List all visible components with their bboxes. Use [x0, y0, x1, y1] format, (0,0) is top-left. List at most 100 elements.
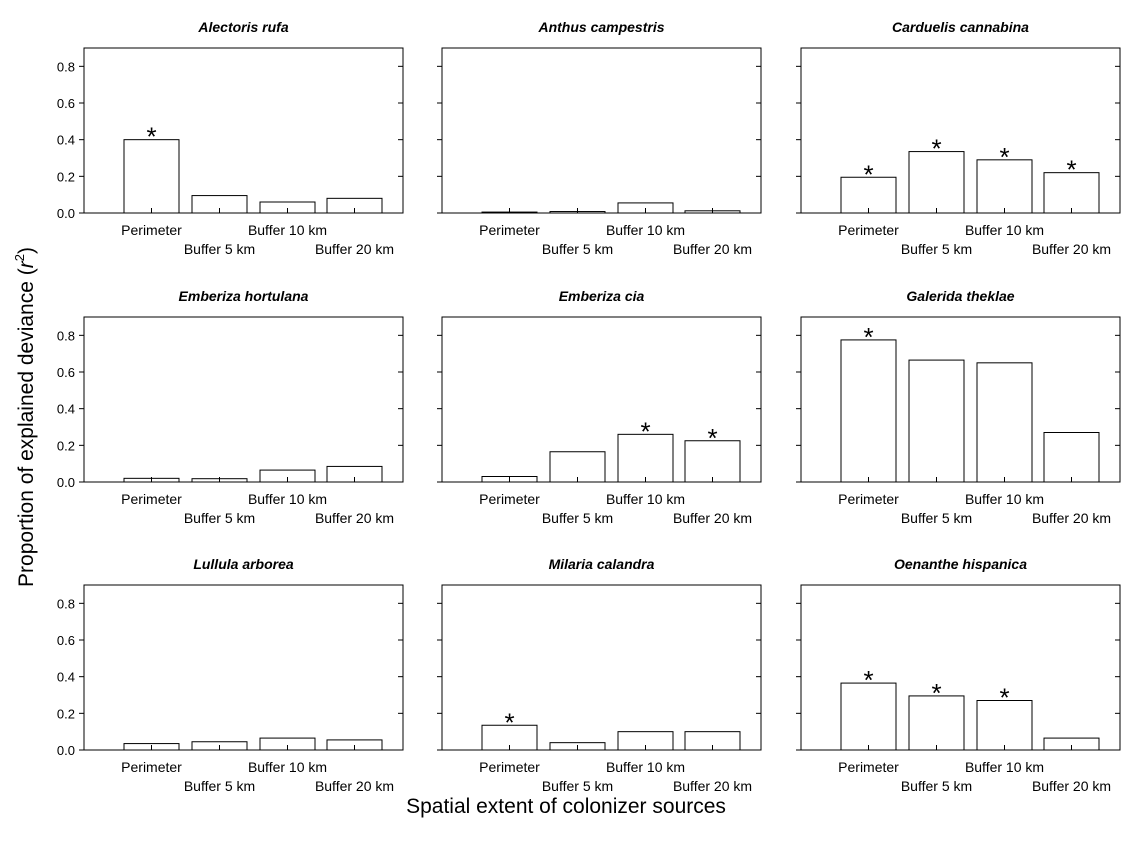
y-axis-title-prefix: Proportion of explained deviance ( [15, 268, 38, 587]
category-label: Perimeter [479, 491, 540, 507]
panel-alectoris-rufa: Alectoris rufa 0.0 0.2 0.4 0.6 0.8 Perimeter * B… [57, 19, 404, 257]
bar-buffer-5-km [908, 695, 965, 751]
panel-title: Alectoris rufa [197, 19, 288, 35]
y-axis-title-var: r [15, 260, 38, 268]
category-label: Buffer 10 km [606, 491, 685, 507]
panel-title: Anthus campestris [537, 19, 664, 35]
significance-star: * [931, 678, 941, 708]
y-tick-label: 0.8 [57, 596, 75, 611]
y-axis-title: Proportion of explained deviance (r2) [12, 247, 38, 587]
y-axis-title-suffix: ) [15, 247, 38, 254]
category-label: Buffer 5 km [542, 510, 613, 526]
category-label: Perimeter [838, 759, 899, 775]
panel-galerida-theklae: Galerida theklae Perimeter * Buffer 5 km Buf… [796, 288, 1121, 526]
y-tick-label: 0.0 [57, 206, 75, 221]
category-label: Perimeter [121, 491, 182, 507]
category-label: Buffer 5 km [901, 510, 972, 526]
significance-star: * [931, 134, 941, 164]
y-tick-label: 0.0 [57, 475, 75, 490]
significance-star: * [640, 416, 650, 446]
category-label: Buffer 20 km [1032, 510, 1111, 526]
category-label: Buffer 20 km [315, 241, 394, 257]
bar-buffer-10-km [976, 362, 1033, 483]
significance-star: * [707, 423, 717, 453]
y-tick-label: 0.8 [57, 328, 75, 343]
category-label: Buffer 10 km [248, 222, 327, 238]
panel-frame [83, 584, 404, 751]
category-label: Buffer 10 km [965, 222, 1044, 238]
category-label: Perimeter [838, 491, 899, 507]
y-tick-label: 0.4 [57, 402, 75, 417]
category-label: Perimeter [838, 222, 899, 238]
y-tick-label: 0.0 [57, 743, 75, 758]
bar-buffer-20-km [684, 440, 741, 483]
significance-star: * [863, 322, 873, 352]
category-label: Buffer 5 km [542, 778, 613, 794]
y-tick-label: 0.6 [57, 96, 75, 111]
y-tick-label: 0.8 [57, 59, 75, 74]
panel-title: Milaria calandra [549, 556, 655, 572]
category-label: Perimeter [121, 222, 182, 238]
significance-star: * [1066, 155, 1076, 185]
y-tick-label: 0.4 [57, 133, 75, 148]
bar-perimeter [840, 176, 897, 214]
y-tick-label: 0.2 [57, 438, 75, 453]
bar-perimeter [123, 139, 180, 214]
y-axis-title-sup: 2 [12, 254, 27, 261]
category-label: Buffer 10 km [248, 491, 327, 507]
category-label: Buffer 20 km [1032, 778, 1111, 794]
panel-title: Carduelis cannabina [892, 19, 1029, 35]
panel-emberiza-hortulana: Emberiza hortulana 0.0 0.2 0.4 0.6 0.8 Perimet… [57, 288, 404, 526]
category-label: Buffer 20 km [315, 778, 394, 794]
x-axis-title: Spatial extent of colonizer sources [406, 795, 726, 818]
bar-buffer-20-km [1043, 432, 1100, 483]
category-label: Perimeter [479, 222, 540, 238]
panel-title: Emberiza cia [559, 288, 645, 304]
bar-buffer-5-km [908, 359, 965, 483]
category-label: Buffer 10 km [248, 759, 327, 775]
category-label: Buffer 20 km [673, 778, 752, 794]
y-tick-label: 0.2 [57, 169, 75, 184]
bar-perimeter [840, 682, 897, 751]
y-tick-label: 0.4 [57, 670, 75, 685]
panel-milaria-calandra: Milaria calandra Perimeter * Buffer 5 km Buf… [437, 556, 762, 794]
bar-buffer-10-km [617, 433, 674, 483]
panel-frame [441, 47, 762, 214]
category-label: Buffer 20 km [673, 241, 752, 257]
category-label: Buffer 10 km [965, 759, 1044, 775]
panel-frame [83, 316, 404, 483]
bar-perimeter [840, 339, 897, 483]
bar-buffer-20-km [1043, 172, 1100, 214]
category-label: Buffer 5 km [184, 778, 255, 794]
significance-star: * [863, 159, 873, 189]
category-label: Buffer 20 km [673, 510, 752, 526]
category-label: Buffer 10 km [606, 759, 685, 775]
panel-title: Emberiza hortulana [179, 288, 309, 304]
category-label: Buffer 5 km [184, 241, 255, 257]
significance-star: * [504, 707, 514, 737]
y-tick-label: 0.2 [57, 706, 75, 721]
panel-title: Galerida theklae [906, 288, 1014, 304]
category-label: Buffer 5 km [184, 510, 255, 526]
bar-buffer-5-km [549, 451, 606, 483]
significance-star: * [999, 142, 1009, 172]
panel-title: Oenanthe hispanica [894, 556, 1027, 572]
panel-carduelis-cannabina: Carduelis cannabina Perimeter * Buffer 5 km… [796, 19, 1121, 257]
category-label: Buffer 10 km [965, 491, 1044, 507]
category-label: Buffer 5 km [542, 241, 613, 257]
significance-star: * [863, 665, 873, 695]
bar-buffer-5-km [908, 151, 965, 214]
panel-title: Lullula arborea [193, 556, 294, 572]
category-label: Buffer 5 km [901, 778, 972, 794]
y-tick-label: 0.6 [57, 365, 75, 380]
category-label: Buffer 20 km [1032, 241, 1111, 257]
y-tick-label: 0.6 [57, 633, 75, 648]
panels-group: Alectoris rufa 0.0 0.2 0.4 0.6 0.8 Perimeter * B… [57, 19, 1121, 794]
bar-buffer-10-km [976, 700, 1033, 751]
panel-oenanthe-hispanica: Oenanthe hispanica Perimeter * Buffer 5 km *… [796, 556, 1121, 794]
significance-star: * [999, 683, 1009, 713]
